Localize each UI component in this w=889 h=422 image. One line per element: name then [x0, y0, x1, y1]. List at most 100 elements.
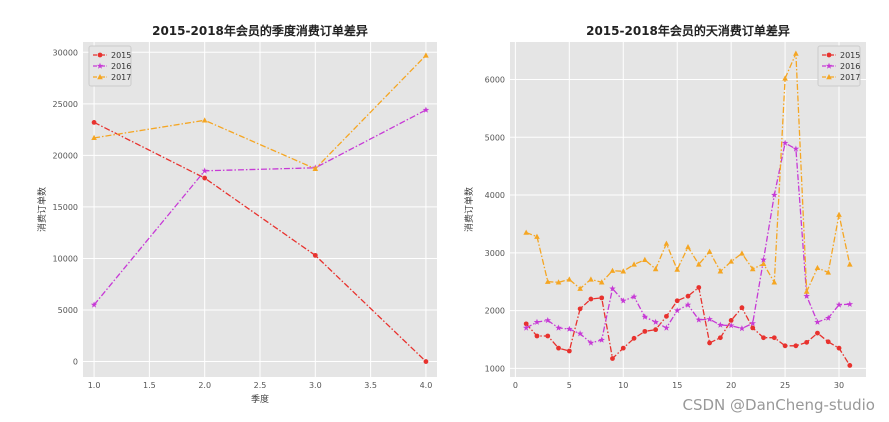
data-point [97, 52, 103, 58]
data-point [761, 335, 766, 341]
data-point [707, 340, 712, 346]
data-point [599, 295, 605, 301]
y-tick-label: 3000 [485, 249, 505, 258]
data-point [577, 285, 583, 291]
x-tick-label: 0 [513, 381, 518, 390]
x-tick-label: 3.0 [309, 381, 322, 390]
legend: 2015 2016 2017 [88, 45, 132, 87]
y-tick-label: 25000 [53, 100, 78, 109]
data-point [706, 315, 713, 322]
series-2017 [523, 50, 853, 294]
data-point [685, 244, 691, 250]
data-point [793, 50, 799, 56]
x-tick-label: 1.5 [143, 381, 156, 390]
data-point [312, 252, 318, 258]
legend-label: 2016 [111, 62, 131, 71]
data-point [717, 335, 723, 341]
data-point [695, 316, 702, 323]
data-point [804, 339, 810, 345]
y-tick-label: 0 [73, 358, 78, 367]
data-point [598, 279, 605, 285]
y-tick-label: 5000 [485, 133, 505, 142]
watermark: CSDN @DanCheng-studio [682, 396, 875, 414]
data-point [312, 165, 319, 171]
data-point [201, 167, 208, 174]
data-point [522, 324, 530, 331]
data-point [781, 139, 789, 146]
data-point [97, 74, 103, 80]
data-point [727, 322, 735, 329]
data-point [422, 106, 430, 113]
data-point [533, 318, 541, 325]
data-point [556, 345, 561, 351]
legend-label: 2015 [111, 51, 131, 60]
y-axis-label: 消费订单数 [36, 187, 48, 232]
data-point [630, 293, 638, 300]
series-2016 [522, 139, 854, 346]
y-tick-label: 2000 [485, 307, 505, 316]
data-point [826, 52, 832, 58]
data-point [96, 62, 104, 69]
data-point [814, 264, 821, 271]
data-point [642, 328, 648, 334]
y-tick-label: 10000 [53, 254, 78, 263]
data-point [847, 363, 853, 368]
y-tick-label: 15000 [53, 203, 78, 212]
data-point [749, 319, 756, 326]
data-point [609, 267, 616, 273]
series-line [93, 121, 427, 362]
plot-area [510, 42, 866, 377]
data-point [588, 276, 594, 282]
chart-2: 0 5 10 15 20 25 30 1000 2000 3000 4000 5000 6000 2015… [463, 23, 866, 390]
data-point [706, 248, 713, 254]
x-tick-label: 20 [726, 381, 736, 390]
data-point [545, 333, 551, 339]
data-point [760, 256, 767, 263]
data-point [814, 318, 821, 325]
y-tick-label: 4000 [485, 191, 505, 200]
data-point [641, 313, 649, 320]
data-point [91, 120, 97, 125]
data-point [652, 265, 659, 272]
data-point [577, 306, 583, 312]
data-point [598, 336, 605, 343]
data-point [423, 52, 429, 58]
data-point [728, 317, 734, 323]
data-point [771, 191, 778, 198]
data-point [782, 75, 788, 81]
data-point [523, 321, 529, 327]
x-tick-label: 1.0 [88, 381, 101, 390]
data-point [760, 260, 767, 266]
data-point [642, 256, 648, 262]
data-point [534, 233, 540, 239]
legend: 2015 2016 2017 [817, 45, 861, 87]
chart-1: 1.0 1.5 2.0 2.5 3.0 3.5 4.0 0 5000 10000 15000 2000… [36, 23, 437, 405]
data-point [631, 335, 637, 341]
data-point [523, 229, 529, 235]
data-point [815, 330, 820, 336]
data-point [782, 343, 788, 349]
data-point [836, 211, 842, 217]
x-tick-label: 4.0 [420, 381, 433, 390]
data-point [826, 74, 832, 80]
data-point [423, 359, 429, 364]
data-point [695, 261, 702, 267]
data-point [566, 325, 573, 332]
x-tick-label: 2.5 [254, 381, 267, 390]
data-point [664, 313, 669, 319]
data-point [534, 333, 540, 339]
data-point [620, 345, 626, 351]
data-point [771, 335, 777, 341]
y-tick-label: 6000 [485, 76, 505, 85]
x-tick-label: 3.5 [364, 381, 377, 390]
data-point [825, 62, 833, 69]
series-line [93, 54, 427, 170]
data-point [555, 324, 562, 331]
data-point [835, 301, 843, 308]
data-point [696, 285, 702, 290]
data-point [620, 297, 627, 304]
data-point [674, 307, 681, 314]
data-point [792, 145, 800, 152]
y-axis-label: 消费订单数 [463, 187, 475, 232]
